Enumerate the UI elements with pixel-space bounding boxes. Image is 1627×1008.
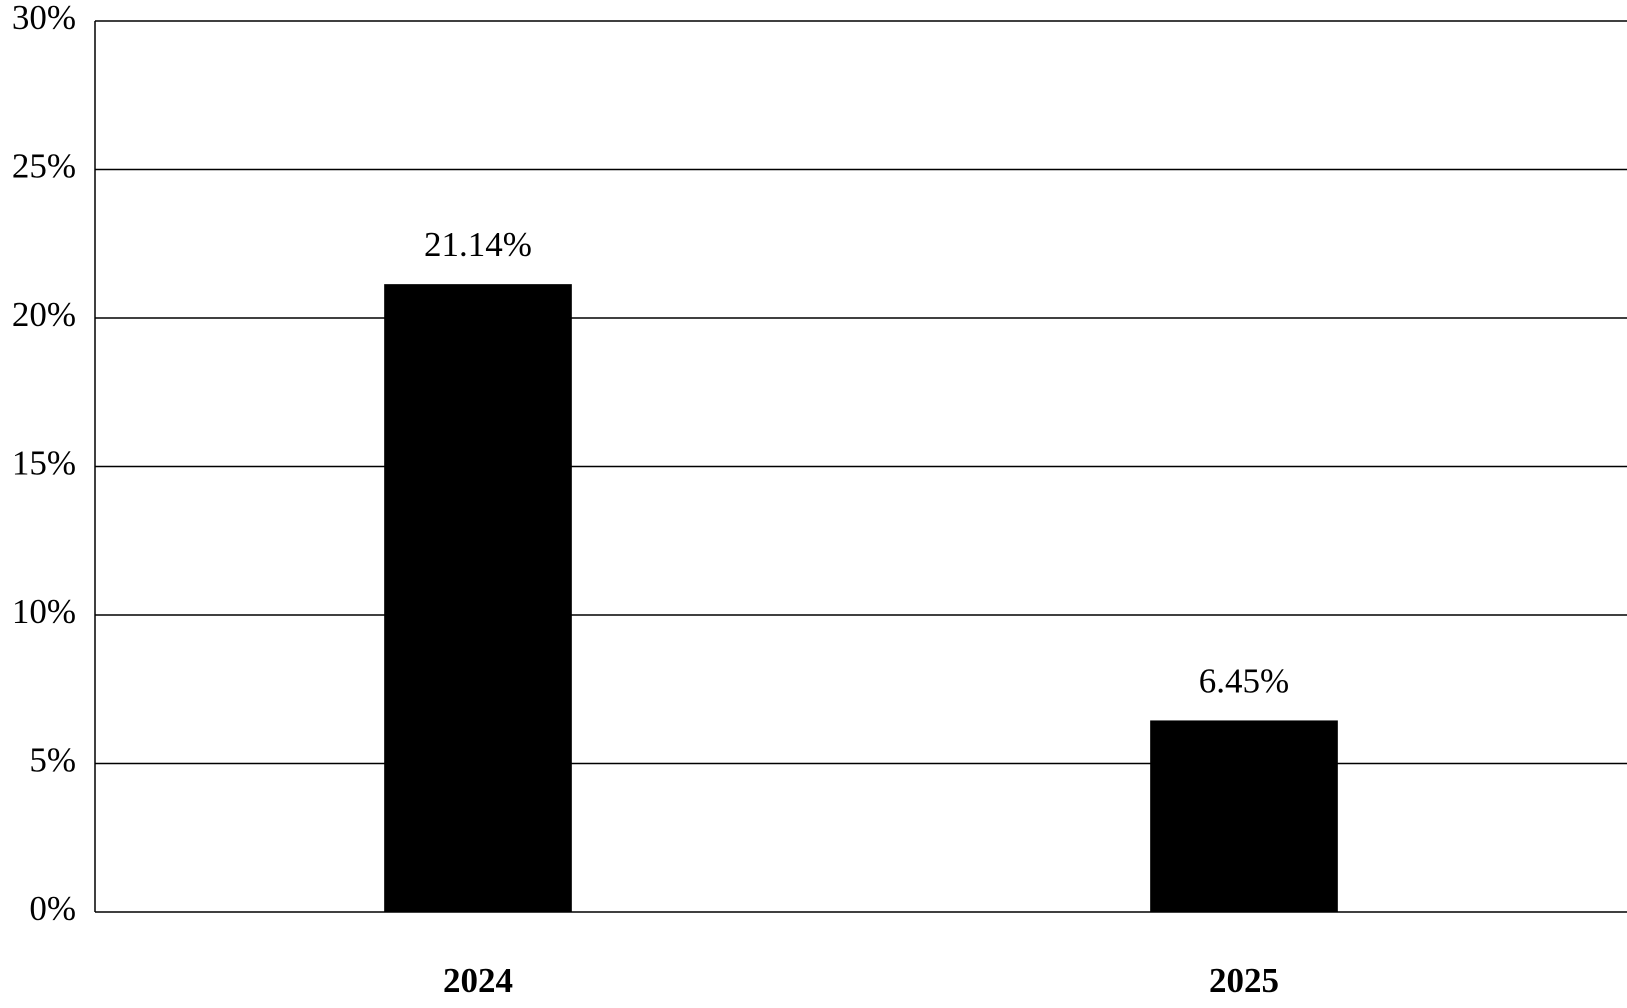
value-label: 21.14% (424, 225, 532, 264)
y-tick-label: 30% (12, 0, 76, 37)
y-tick-label: 0% (29, 889, 76, 928)
bar (384, 284, 572, 913)
y-tick-label: 20% (12, 295, 76, 334)
bar (1150, 720, 1338, 912)
y-tick-label: 10% (12, 592, 76, 631)
y-tick-label: 25% (12, 147, 76, 186)
y-tick-label: 5% (29, 741, 76, 780)
y-tick-label: 15% (12, 444, 76, 483)
x-tick-label: 2025 (1209, 961, 1279, 1000)
x-tick-label: 2024 (443, 961, 513, 1000)
value-label: 6.45% (1199, 661, 1289, 700)
